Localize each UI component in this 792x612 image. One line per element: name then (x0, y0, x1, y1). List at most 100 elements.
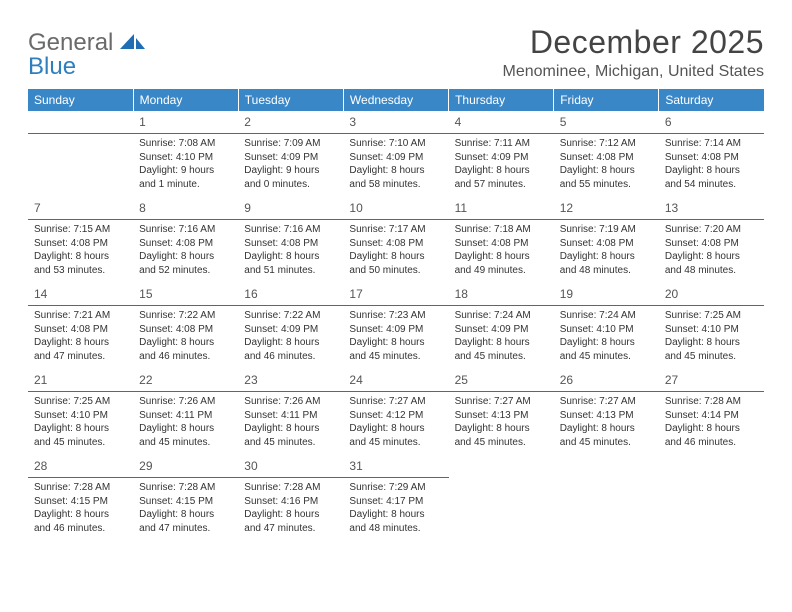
sunset-line: Sunset: 4:09 PM (349, 151, 442, 165)
day-info: Sunrise: 7:25 AMSunset: 4:10 PMDaylight:… (659, 306, 764, 365)
sunset-line: Sunset: 4:13 PM (455, 409, 548, 423)
day-number-row: 9 (238, 197, 343, 220)
daylight-line: Daylight: 8 hours and 45 minutes. (244, 422, 337, 449)
sunset-line: Sunset: 4:09 PM (244, 323, 337, 337)
day-info: Sunrise: 7:27 AMSunset: 4:13 PMDaylight:… (449, 392, 554, 451)
sunset-line: Sunset: 4:08 PM (349, 237, 442, 251)
sunrise-line: Sunrise: 7:28 AM (244, 481, 337, 495)
daylight-line: Daylight: 8 hours and 50 minutes. (349, 250, 442, 277)
daylight-line: Daylight: 8 hours and 45 minutes. (34, 422, 127, 449)
day-info: Sunrise: 7:24 AMSunset: 4:10 PMDaylight:… (554, 306, 659, 365)
calendar-cell: 8Sunrise: 7:16 AMSunset: 4:08 PMDaylight… (133, 197, 238, 283)
day-number-row: 15 (133, 283, 238, 306)
day-number: 11 (455, 201, 467, 215)
sunrise-line: Sunrise: 7:27 AM (349, 395, 442, 409)
day-number: 20 (665, 287, 678, 301)
calendar-week-row: 7Sunrise: 7:15 AMSunset: 4:08 PMDaylight… (28, 197, 764, 283)
sunrise-line: Sunrise: 7:24 AM (560, 309, 653, 323)
sunrise-line: Sunrise: 7:21 AM (34, 309, 127, 323)
weekday-header: Friday (554, 89, 659, 111)
logo-text: General Blue (28, 30, 146, 79)
day-info: Sunrise: 7:28 AMSunset: 4:14 PMDaylight:… (659, 392, 764, 451)
logo-word-blue: Blue (28, 53, 76, 80)
daylight-line: Daylight: 8 hours and 47 minutes. (244, 508, 337, 535)
daylight-line: Daylight: 8 hours and 46 minutes. (34, 508, 127, 535)
calendar-cell: 18 Sunrise: 7:24 AMSunset: 4:09 PMDayligh… (449, 283, 554, 369)
daylight-line: Daylight: 8 hours and 45 minutes. (665, 336, 758, 363)
daylight-line: Daylight: 8 hours and 45 minutes. (560, 336, 653, 363)
sunrise-line: Sunrise: 7:09 AM (244, 137, 337, 151)
calendar-cell: 29Sunrise: 7:28 AMSunset: 4:15 PMDayligh… (133, 455, 238, 541)
calendar-cell: 4Sunrise: 7:11 AMSunset: 4:09 PMDaylight… (449, 111, 554, 197)
daylight-line: Daylight: 8 hours and 45 minutes. (139, 422, 232, 449)
sunrise-line: Sunrise: 7:17 AM (349, 223, 442, 237)
sunset-line: Sunset: 4:11 PM (244, 409, 337, 423)
day-number-row: 20 (659, 283, 764, 306)
weekday-header: Tuesday (238, 89, 343, 111)
daylight-line: Daylight: 8 hours and 49 minutes. (455, 250, 548, 277)
logo-word-general: General (28, 29, 113, 56)
sunset-line: Sunset: 4:08 PM (139, 323, 232, 337)
day-number-row: 28 (28, 455, 133, 478)
calendar-cell: 12Sunrise: 7:19 AMSunset: 4:08 PMDayligh… (554, 197, 659, 283)
weekday-header: Sunday (28, 89, 133, 111)
sunrise-line: Sunrise: 7:27 AM (455, 395, 548, 409)
day-number: 28 (34, 459, 47, 473)
daylight-line: Daylight: 8 hours and 46 minutes. (139, 336, 232, 363)
sunrise-line: Sunrise: 7:14 AM (665, 137, 758, 151)
sunset-line: Sunset: 4:17 PM (349, 495, 442, 509)
calendar-cell: 9Sunrise: 7:16 AMSunset: 4:08 PMDaylight… (238, 197, 343, 283)
day-info: Sunrise: 7:10 AMSunset: 4:09 PMDaylight:… (343, 134, 448, 193)
day-info: Sunrise: 7:19 AMSunset: 4:08 PMDaylight:… (554, 220, 659, 279)
day-number: 7 (34, 201, 41, 215)
calendar-cell: 17 Sunrise: 7:23 AMSunset: 4:09 PMDayligh… (343, 283, 448, 369)
day-number-row: 31 (343, 455, 448, 478)
sunset-line: Sunset: 4:09 PM (455, 323, 548, 337)
daylight-line: Daylight: 8 hours and 55 minutes. (560, 164, 653, 191)
calendar-cell: 15Sunrise: 7:22 AMSunset: 4:08 PMDayligh… (133, 283, 238, 369)
calendar-cell: 21Sunrise: 7:25 AMSunset: 4:10 PMDayligh… (28, 369, 133, 455)
sunrise-line: Sunrise: 7:20 AM (665, 223, 758, 237)
sunset-line: Sunset: 4:08 PM (244, 237, 337, 251)
day-info: Sunrise: 7:11 AMSunset: 4:09 PMDaylight:… (449, 134, 554, 193)
sunset-line: Sunset: 4:10 PM (560, 323, 653, 337)
day-number-row: 8 (133, 197, 238, 220)
day-number: 18 (455, 287, 468, 301)
day-number-row: 16 (238, 283, 343, 306)
sunset-line: Sunset: 4:13 PM (560, 409, 653, 423)
sunrise-line: Sunrise: 7:22 AM (244, 309, 337, 323)
calendar-body: 1Sunrise: 7:08 AMSunset: 4:10 PMDaylight… (28, 111, 764, 541)
daylight-line: Daylight: 9 hours and 0 minutes. (244, 164, 337, 191)
calendar-cell: 10Sunrise: 7:17 AMSunset: 4:08 PMDayligh… (343, 197, 448, 283)
calendar-cell: 27Sunrise: 7:28 AMSunset: 4:14 PMDayligh… (659, 369, 764, 455)
day-number: 22 (139, 373, 152, 387)
day-number: 19 (560, 287, 573, 301)
daylight-line: Daylight: 8 hours and 47 minutes. (34, 336, 127, 363)
daylight-line: Daylight: 8 hours and 54 minutes. (665, 164, 758, 191)
calendar-page: General Blue December 2025 Menominee, Mi… (0, 0, 792, 561)
day-number: 9 (244, 201, 251, 215)
daylight-line: Daylight: 9 hours and 1 minute. (139, 164, 232, 191)
sunrise-line: Sunrise: 7:23 AM (349, 309, 442, 323)
day-info: Sunrise: 7:23 AMSunset: 4:09 PMDaylight:… (343, 306, 448, 365)
daylight-line: Daylight: 8 hours and 48 minutes. (560, 250, 653, 277)
daylight-line: Daylight: 8 hours and 58 minutes. (349, 164, 442, 191)
daylight-line: Daylight: 8 hours and 45 minutes. (349, 336, 442, 363)
calendar-cell (449, 455, 554, 541)
day-number-row: 5 (554, 111, 659, 134)
sunset-line: Sunset: 4:16 PM (244, 495, 337, 509)
day-number: 5 (560, 115, 567, 129)
calendar-week-row: 1Sunrise: 7:08 AMSunset: 4:10 PMDaylight… (28, 111, 764, 197)
day-info: Sunrise: 7:24 AMSunset: 4:09 PMDaylight:… (449, 306, 554, 365)
calendar-cell: 14Sunrise: 7:21 AMSunset: 4:08 PMDayligh… (28, 283, 133, 369)
day-number-row-empty (28, 111, 133, 134)
day-number: 17 (349, 287, 362, 301)
sunset-line: Sunset: 4:08 PM (34, 237, 127, 251)
calendar-cell: 2Sunrise: 7:09 AMSunset: 4:09 PMDaylight… (238, 111, 343, 197)
daylight-line: Daylight: 8 hours and 53 minutes. (34, 250, 127, 277)
calendar-cell: 11Sunrise: 7:18 AMSunset: 4:08 PMDayligh… (449, 197, 554, 283)
header: General Blue December 2025 Menominee, Mi… (28, 24, 764, 81)
day-number: 31 (349, 459, 362, 473)
calendar-cell (28, 111, 133, 197)
daylight-line: Daylight: 8 hours and 46 minutes. (244, 336, 337, 363)
